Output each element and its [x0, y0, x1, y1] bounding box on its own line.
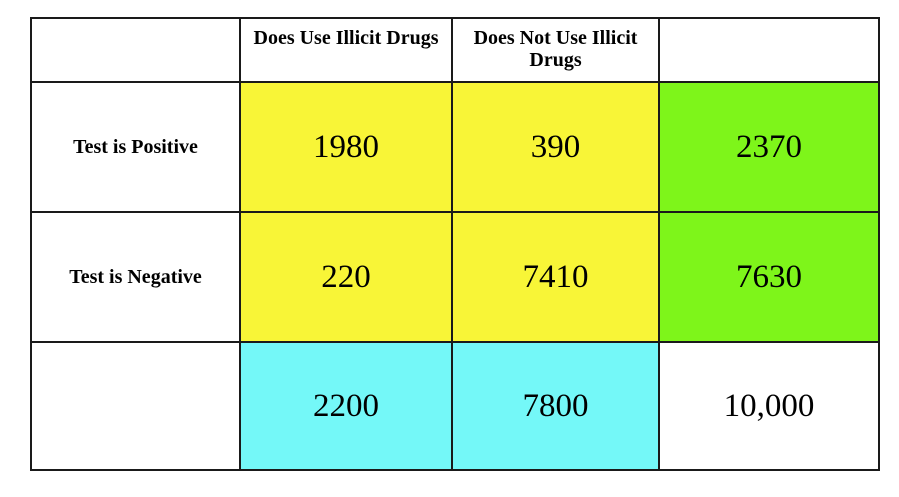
cell-grand-total: 10,000 — [658, 341, 880, 471]
row-label-totals — [30, 341, 241, 471]
header-total-empty-cell — [658, 17, 880, 83]
table-row-totals: 2200 7800 10,000 — [30, 341, 880, 471]
header-empty-cell — [30, 17, 241, 83]
header-not-uses-drugs: Does Not Use Illicit Drugs — [451, 17, 660, 83]
cell-negative-uses: 220 — [239, 211, 453, 343]
header-uses-drugs: Does Use Illicit Drugs — [239, 17, 453, 83]
table-row-positive: Test is Positive 1980 390 2370 — [30, 81, 880, 213]
table-row-negative: Test is Negative 220 7410 7630 — [30, 211, 880, 343]
row-label-positive: Test is Positive — [30, 81, 241, 213]
row-label-negative: Test is Negative — [30, 211, 241, 343]
cell-negative-not-uses: 7410 — [451, 211, 660, 343]
header-row: Does Use Illicit Drugs Does Not Use Illi… — [30, 17, 880, 83]
cell-negative-total: 7630 — [658, 211, 880, 343]
cell-positive-total: 2370 — [658, 81, 880, 213]
cell-total-not-uses: 7800 — [451, 341, 660, 471]
cell-positive-uses: 1980 — [239, 81, 453, 213]
cell-total-uses: 2200 — [239, 341, 453, 471]
cell-positive-not-uses: 390 — [451, 81, 660, 213]
contingency-table: Does Use Illicit Drugs Does Not Use Illi… — [30, 17, 880, 471]
